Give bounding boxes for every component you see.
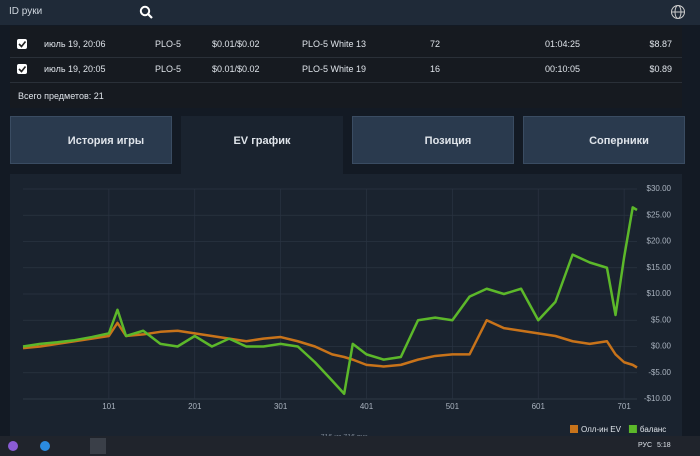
app-icon[interactable]: [90, 438, 106, 454]
chart-panel: $30.00 $25.00 $20.00 $15.00 $10.00 $5.00 $0.00…: [10, 174, 682, 441]
y-tick-label: $20.00: [647, 237, 672, 246]
x-tick-label: 701: [617, 402, 631, 411]
app-icon[interactable]: [8, 441, 18, 451]
x-tick-label: 401: [360, 402, 374, 411]
tab-label: История игры: [67, 135, 145, 147]
taskbar: РУС 5:18: [0, 436, 700, 456]
x-tick-label: 101: [102, 402, 116, 411]
table-cell: $0.01/$0.02: [212, 39, 260, 49]
table-cell: PLO-5: [155, 64, 182, 74]
table-cell: 72: [429, 39, 440, 49]
table-footer: Всего предметов: 21: [18, 91, 104, 101]
x-tick-label: 201: [188, 402, 202, 411]
tab[interactable]: История игры: [10, 116, 172, 164]
language: РУС: [638, 442, 653, 449]
legend-label: Олл-ин EV: [581, 425, 622, 434]
y-tick-label: $30.00: [647, 184, 672, 193]
y-tick-label: $0.00: [651, 342, 672, 351]
globe-icon[interactable]: [670, 4, 686, 20]
tab-label: EV график: [233, 135, 291, 147]
tab-label: Соперники: [589, 135, 649, 147]
y-tick-label: $5.00: [651, 315, 672, 324]
table-cell: $0.01/$0.02: [212, 64, 260, 74]
clock: 5:18: [657, 442, 671, 449]
series-line: [22, 206, 638, 395]
y-tick-label: $25.00: [647, 210, 672, 219]
y-tick-label: -$10.00: [644, 394, 672, 403]
table-cell: PLO-5 White 13: [302, 39, 367, 49]
tab-label: Позиция: [424, 135, 472, 147]
hands-table: Всего предметов: 21 июль 19, 20:06 PLO-5 $…: [10, 26, 682, 108]
table-cell: 16: [429, 64, 440, 74]
tab[interactable]: EV график: [181, 116, 343, 174]
table-cell: июль 19, 20:05: [44, 64, 106, 74]
y-tick-label: $10.00: [647, 289, 672, 298]
search-field[interactable]: ID руки: [9, 6, 43, 17]
table-cell: PLO-5: [155, 39, 182, 49]
checkbox[interactable]: [17, 64, 27, 74]
table-cell: 01:04:25: [544, 39, 580, 49]
app-icon[interactable]: [40, 441, 50, 451]
x-tick-label: 601: [532, 402, 546, 411]
search-icon[interactable]: [139, 5, 153, 19]
legend-swatch: [628, 425, 637, 433]
legend-swatch: [570, 425, 578, 433]
table-cell: июль 19, 20:06: [44, 39, 106, 49]
x-tick-label: 301: [274, 402, 288, 411]
table-cell: 00:10:05: [544, 64, 580, 74]
y-tick-label: -$5.00: [648, 368, 671, 377]
y-tick-label: $15.00: [647, 263, 672, 272]
table-row: июль 19, 20:05 PLO-5 $0.01/$0.02 PLO-5 Whit…: [10, 57, 682, 83]
checkbox[interactable]: [17, 39, 27, 49]
tab[interactable]: Соперники: [523, 116, 685, 164]
table-cell: $8.87: [649, 39, 672, 49]
legend-label: баланс: [640, 425, 666, 434]
tab[interactable]: Позиция: [352, 116, 514, 164]
top-bar: ID руки: [0, 0, 700, 25]
table-cell: PLO-5 White 19: [302, 64, 367, 74]
series-line: [22, 319, 638, 369]
table-cell: $0.89: [649, 64, 672, 74]
chart: $30.00 $25.00 $20.00 $15.00 $10.00 $5.00 $0.00…: [22, 184, 672, 441]
x-tick-label: 501: [446, 402, 460, 411]
table-row: июль 19, 20:06 PLO-5 $0.01/$0.02 PLO-5 Whit…: [10, 32, 682, 58]
